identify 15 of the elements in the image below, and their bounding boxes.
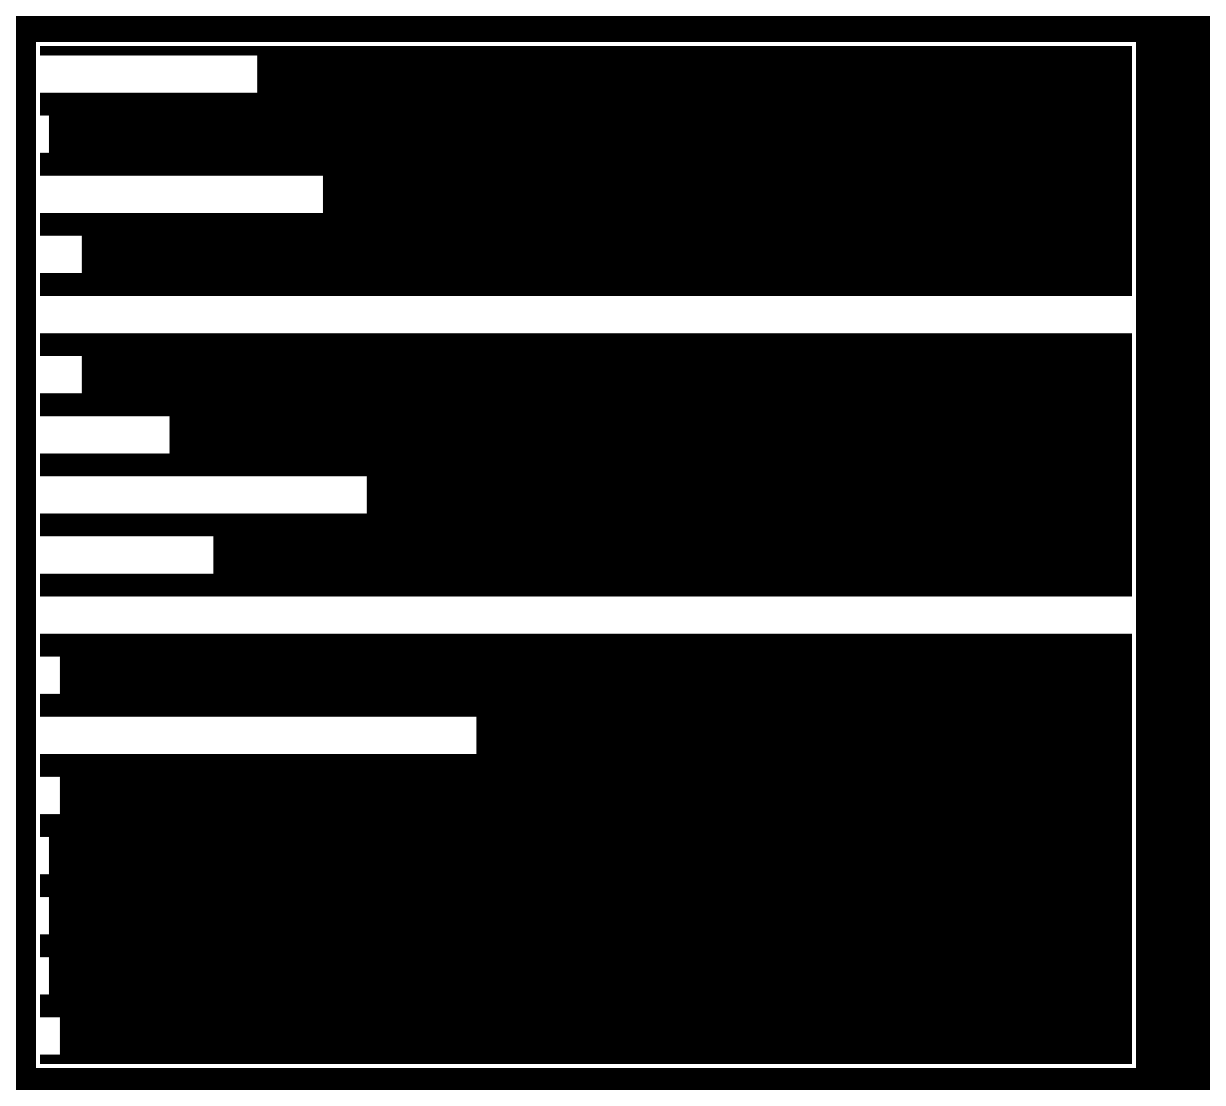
bar (38, 235, 82, 274)
bar (38, 476, 367, 514)
bar (38, 55, 258, 93)
bar (38, 115, 49, 153)
bar (38, 957, 49, 995)
bar (38, 536, 214, 574)
bar (38, 776, 60, 815)
bar (38, 416, 170, 454)
bar (38, 175, 323, 213)
bar (38, 356, 82, 394)
bar (38, 836, 49, 875)
bar (38, 716, 477, 754)
bar (38, 1017, 60, 1055)
bar (38, 656, 60, 694)
bar (38, 897, 49, 935)
